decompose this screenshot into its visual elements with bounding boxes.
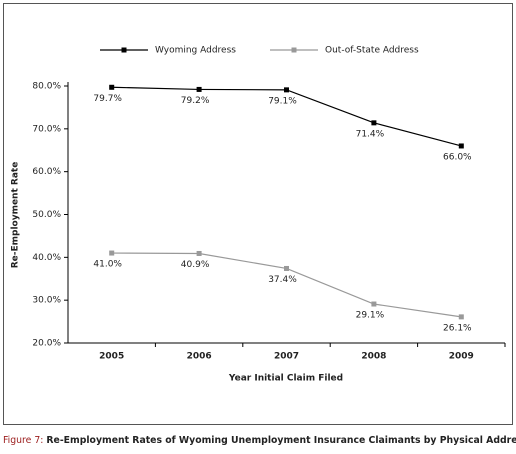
x-tick-label: 2007 — [274, 352, 299, 362]
y-tick-label: 60.0% — [32, 167, 61, 177]
y-tick-label: 40.0% — [32, 253, 61, 263]
point — [371, 301, 377, 307]
data-label: 79.1% — [268, 96, 297, 106]
y-tick-label: 50.0% — [32, 210, 61, 220]
legend-marker — [121, 47, 127, 53]
data-label: 79.7% — [93, 94, 122, 104]
data-label: 41.0% — [93, 260, 122, 270]
data-label: 37.4% — [268, 275, 297, 285]
x-axis-label: Year Initial Claim Filed — [228, 374, 343, 384]
data-label: 79.2% — [181, 96, 210, 106]
point — [196, 250, 202, 256]
data-label: 26.1% — [443, 323, 472, 333]
x-tick-label: 2005 — [99, 352, 124, 362]
data-label: 29.1% — [356, 311, 385, 321]
chart-border — [3, 3, 513, 425]
point — [196, 86, 202, 92]
y-tick-label: 30.0% — [32, 296, 61, 306]
data-label: 40.9% — [181, 260, 210, 270]
point — [109, 84, 115, 90]
caption-title: Re-Employment Rates of Wyoming Unemploym… — [46, 435, 516, 446]
point — [284, 87, 289, 93]
caption-label: Figure 7: — [3, 435, 43, 446]
x-tick-label: 2009 — [449, 352, 474, 362]
legend-label: Out-of-State Address — [325, 46, 419, 56]
point — [371, 120, 377, 126]
y-tick-label: 70.0% — [32, 124, 61, 134]
y-axis-label: Re-Employment Rate — [11, 162, 21, 269]
caption: Figure 7: Re-Employment Rates of Wyoming… — [3, 435, 516, 446]
x-tick-label: 2006 — [187, 352, 212, 362]
legend-label: Wyoming Address — [155, 46, 236, 56]
y-tick-label: 20.0% — [32, 339, 61, 349]
point — [458, 143, 464, 149]
point — [458, 314, 464, 320]
x-tick-label: 2008 — [361, 352, 386, 362]
y-tick-label: 80.0% — [32, 82, 61, 92]
legend-marker — [291, 47, 297, 53]
point — [109, 250, 115, 256]
data-label: 66.0% — [443, 152, 472, 162]
point — [284, 265, 289, 271]
data-label: 71.4% — [356, 129, 385, 139]
